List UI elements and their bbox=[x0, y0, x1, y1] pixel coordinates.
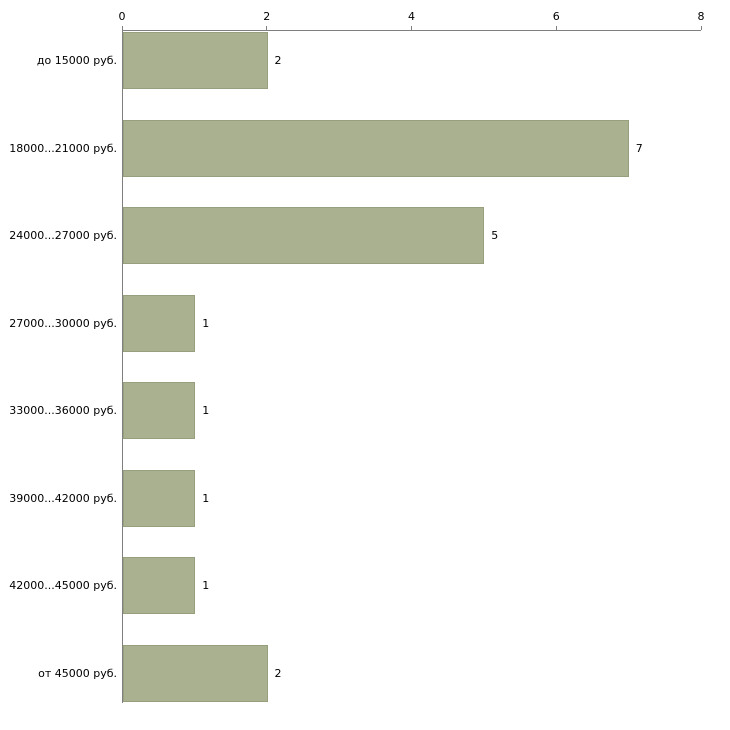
bar bbox=[123, 469, 196, 527]
value-label: 5 bbox=[491, 229, 499, 242]
bar bbox=[123, 207, 485, 264]
x-tick-label: 2 bbox=[263, 10, 271, 23]
bar-row: 33000...36000 руб. 1 bbox=[9, 382, 701, 439]
x-tick-mark bbox=[555, 26, 557, 30]
bar-row: от 45000 руб. 2 bbox=[38, 644, 701, 702]
value-label: 2 bbox=[274, 54, 282, 67]
x-tick-mark bbox=[411, 26, 412, 30]
plot-area: до 15000 руб. 2 18000...21000 руб. 7 24000..… bbox=[9, 30, 701, 703]
bar bbox=[123, 644, 268, 702]
x-tick-mark bbox=[266, 26, 268, 30]
category-label: от 45000 руб. bbox=[38, 666, 117, 680]
bar bbox=[123, 294, 196, 352]
bar bbox=[123, 119, 629, 177]
bar bbox=[123, 557, 196, 614]
x-tick-mark bbox=[121, 26, 123, 30]
category-label: 39000...42000 руб. bbox=[9, 491, 117, 505]
category-label: 33000...36000 руб. bbox=[9, 404, 117, 417]
category-label: 18000...21000 руб. bbox=[9, 141, 117, 155]
x-tick-label: 4 bbox=[408, 10, 415, 23]
bar-row: 42000...45000 руб. 1 bbox=[9, 557, 701, 614]
x-tick-label: 0 bbox=[118, 10, 126, 23]
value-label: 7 bbox=[635, 141, 643, 155]
bar-row: 27000...30000 руб. 1 bbox=[9, 294, 701, 352]
bar-row: 18000...21000 руб. 7 bbox=[9, 119, 701, 177]
value-label: 1 bbox=[202, 491, 210, 505]
bar bbox=[123, 32, 268, 89]
x-tick-label: 8 bbox=[697, 10, 705, 23]
value-label: 1 bbox=[202, 316, 210, 330]
x-axis: 0 2 4 6 8 bbox=[118, 0, 705, 30]
bar bbox=[123, 382, 196, 439]
category-label: 27000...30000 руб. bbox=[9, 316, 117, 330]
value-label: 1 bbox=[202, 579, 210, 592]
category-label: 42000...45000 руб. bbox=[9, 579, 117, 592]
bar-row: 24000...27000 руб. 5 bbox=[9, 207, 701, 264]
bar-row: 39000...42000 руб. 1 bbox=[9, 469, 701, 527]
category-label: до 15000 руб. bbox=[36, 54, 117, 67]
x-tick-mark bbox=[700, 26, 702, 30]
category-label: 24000...27000 руб. bbox=[9, 229, 117, 242]
bar-row: до 15000 руб. 2 bbox=[37, 32, 701, 89]
value-label: 2 bbox=[274, 666, 282, 680]
value-label: 1 bbox=[202, 404, 210, 417]
x-tick-label: 6 bbox=[552, 10, 560, 23]
